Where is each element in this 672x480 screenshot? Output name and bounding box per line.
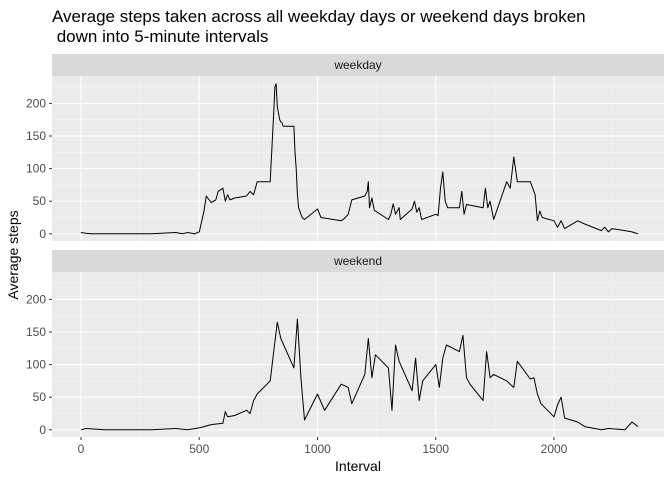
series-line-weekend (80, 318, 639, 431)
y-tick-label: 200 (26, 96, 46, 110)
y-tick-label: 100 (26, 358, 46, 372)
y-tick-label: 0 (39, 423, 46, 437)
y-tick-label: 150 (26, 325, 46, 339)
strip-label: weekday (333, 58, 381, 72)
x-tick-label: 500 (189, 442, 209, 456)
strip-background (52, 54, 664, 76)
x-tick-label: 1500 (422, 442, 449, 456)
x-axis-title: Interval (335, 458, 381, 474)
panel-background (52, 76, 664, 241)
series-line-weekday (80, 83, 639, 235)
y-tick-label: 150 (26, 129, 46, 143)
y-tick-label: 50 (33, 194, 47, 208)
y-tick-label: 0 (39, 227, 46, 241)
y-axis-title: Average steps (5, 210, 21, 299)
y-tick-label: 100 (26, 162, 46, 176)
strip-background (52, 250, 664, 272)
chart-title-line-2: down into 5-minute intervals (52, 27, 268, 46)
x-tick-label: 1000 (304, 442, 331, 456)
x-tick-label: 0 (78, 442, 85, 456)
panel-background (52, 272, 664, 437)
y-tick-label: 200 (26, 292, 46, 306)
chart-title-line-1: Average steps taken across all weekday d… (52, 7, 586, 26)
strip-label: weekend (333, 254, 382, 268)
x-tick-label: 2000 (541, 442, 568, 456)
y-tick-label: 50 (33, 390, 47, 404)
panel-weekday: weekday 0 50 100 150 200 (26, 54, 664, 241)
